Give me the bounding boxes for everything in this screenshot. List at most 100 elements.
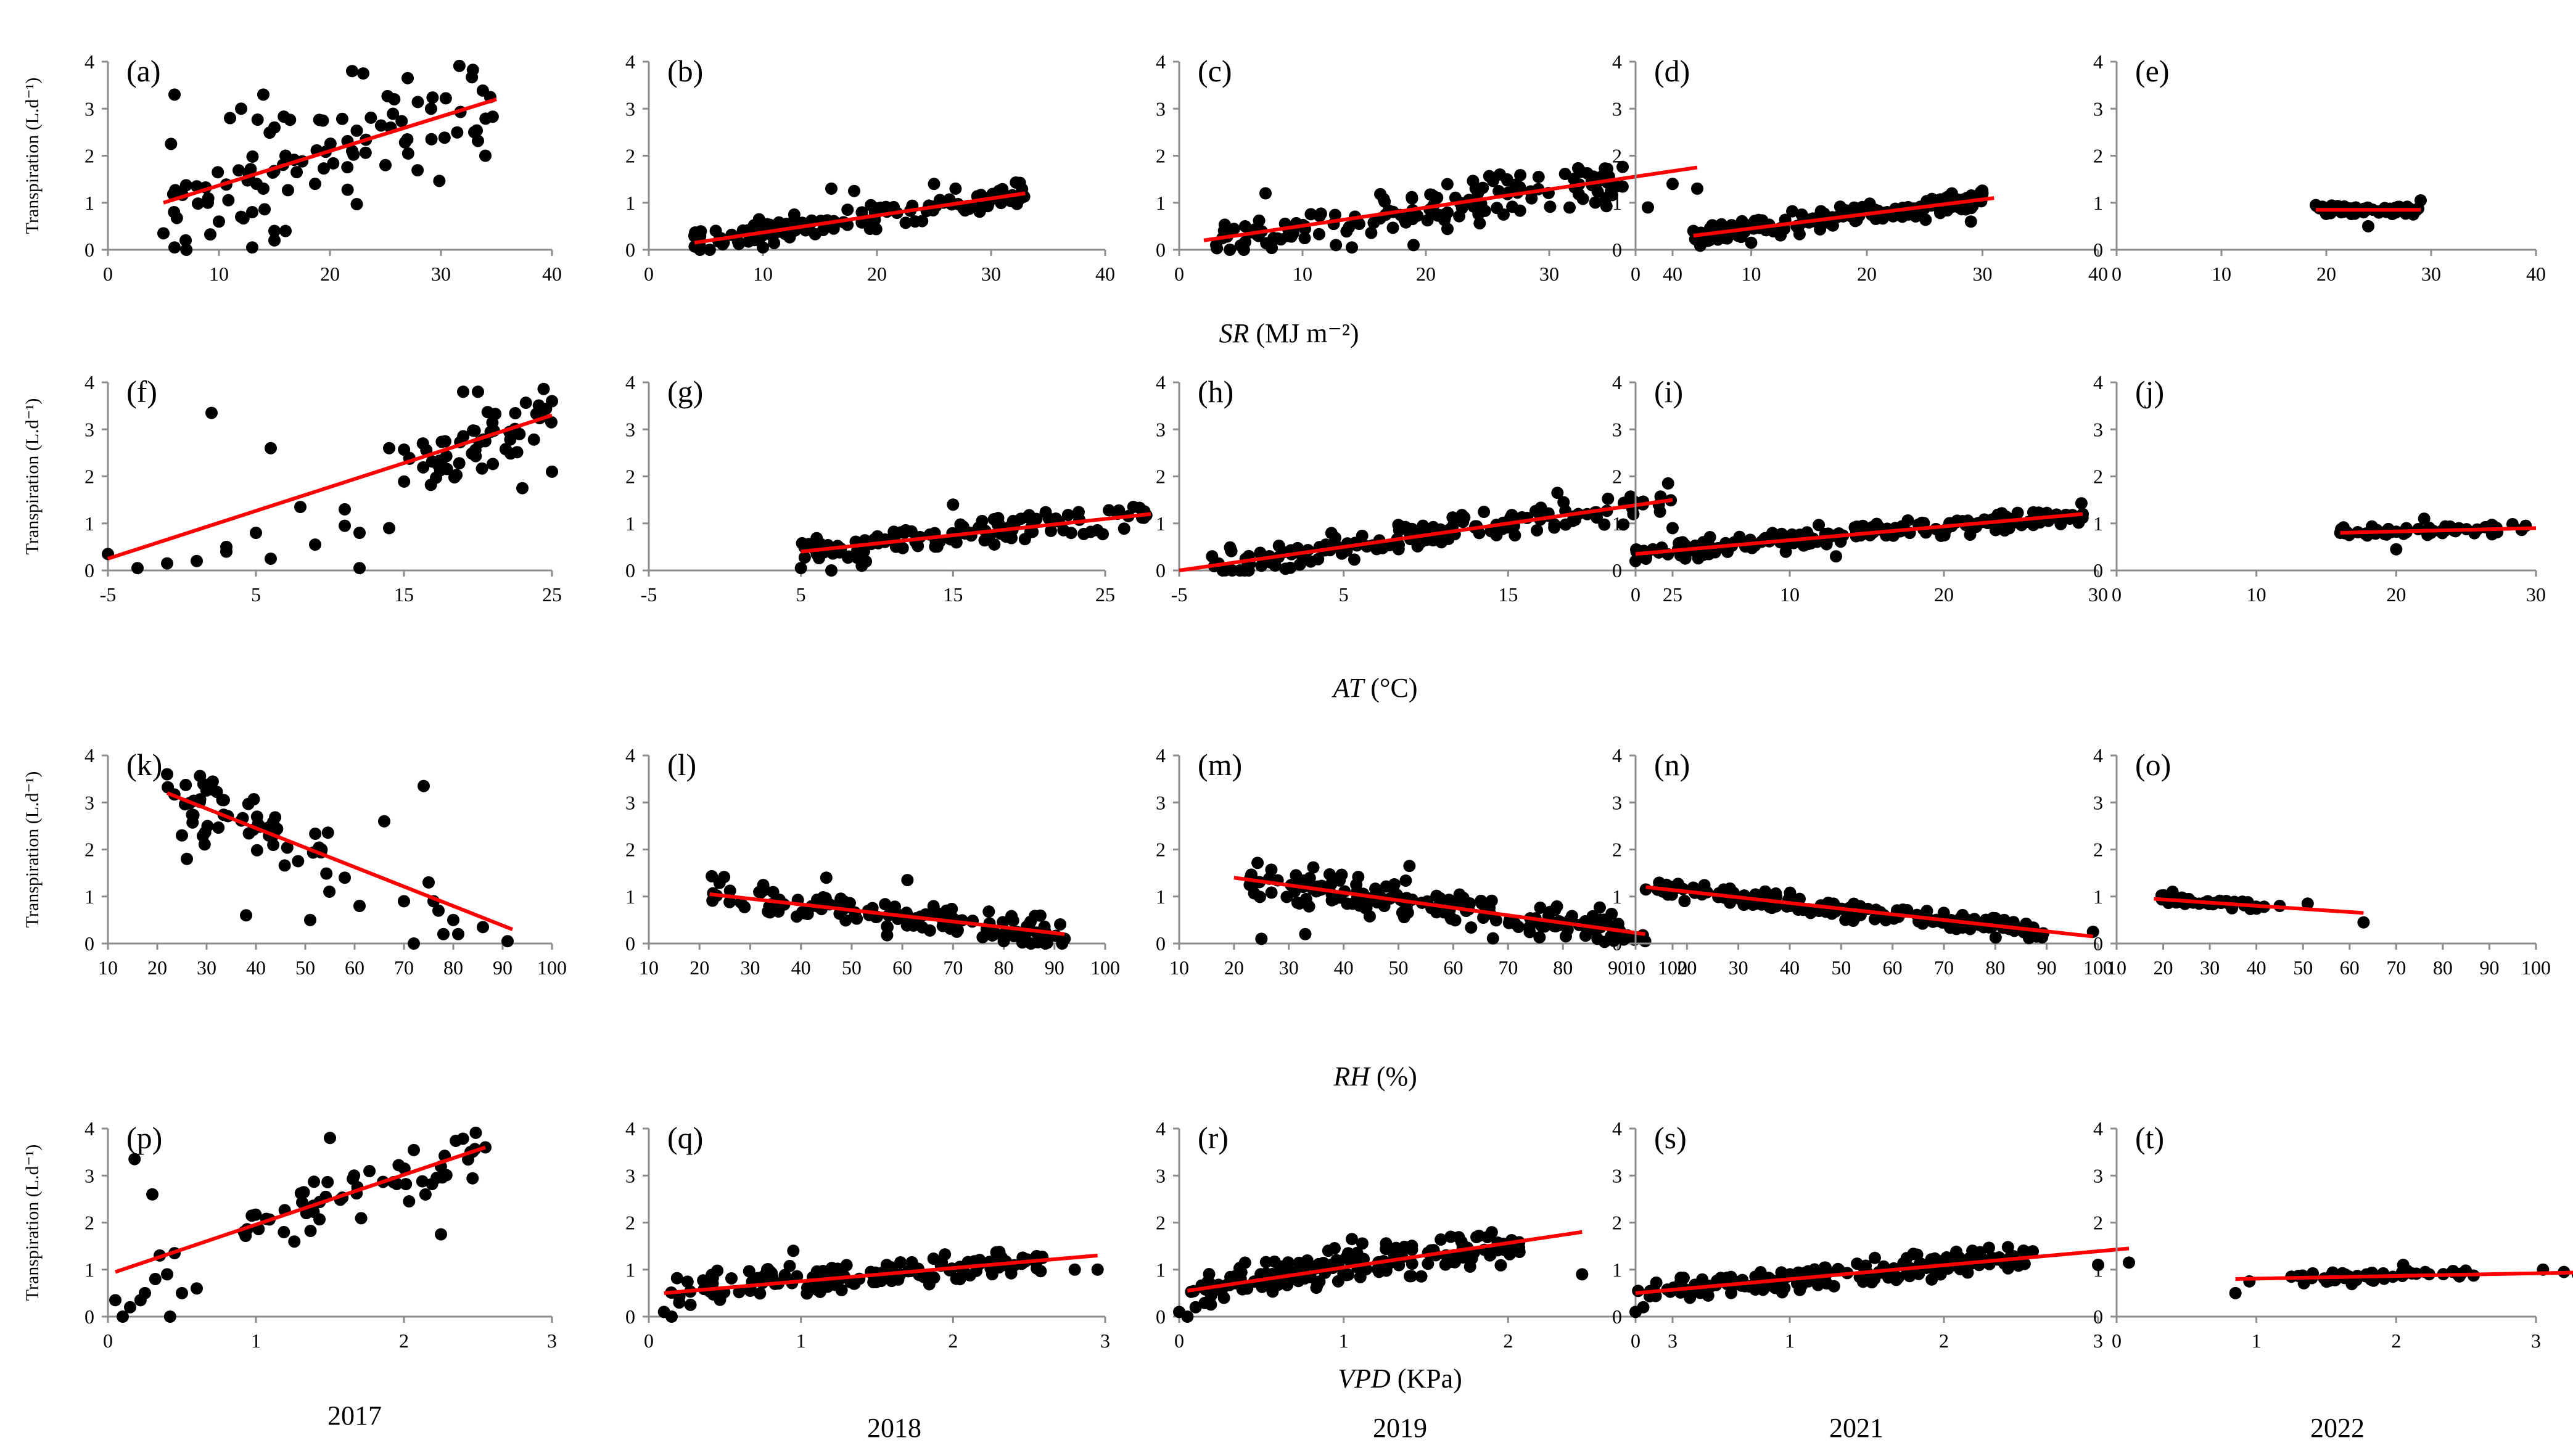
x-tick-label: 30	[1279, 956, 1299, 979]
panel-label: (a)	[126, 54, 161, 88]
data-point	[546, 465, 558, 478]
data-point	[308, 178, 321, 191]
y-tick-label: 2	[84, 466, 94, 488]
data-point	[435, 456, 448, 469]
data-point	[670, 1272, 683, 1285]
data-point	[912, 540, 924, 553]
y-tick-label: 0	[2093, 559, 2103, 582]
y-tick-label: 0	[625, 1306, 635, 1328]
data-point	[398, 895, 410, 908]
x-tick-label: 50	[295, 956, 315, 979]
y-tick-label: 2	[625, 839, 635, 861]
data-point	[1370, 543, 1383, 556]
data-point	[472, 385, 484, 398]
y-tick-label: 2	[1156, 466, 1166, 488]
data-point	[757, 241, 769, 254]
data-point	[450, 1134, 463, 1147]
data-point	[1721, 232, 1734, 245]
data-point	[2392, 201, 2405, 214]
data-point	[2072, 516, 2085, 529]
data-point	[424, 102, 437, 115]
data-point	[339, 503, 351, 516]
data-point	[501, 935, 514, 948]
data-point	[928, 178, 941, 191]
data-point	[1293, 1262, 1306, 1275]
data-point	[1455, 509, 1468, 522]
data-point	[179, 179, 192, 192]
x-axis-label-sr: SR (MJ m⁻²)	[1219, 318, 1359, 348]
data-point	[751, 1272, 764, 1285]
panel-label: (i)	[1654, 374, 1683, 409]
y-tick-label: 4	[84, 51, 94, 73]
data-point	[1056, 937, 1069, 950]
data-point	[963, 202, 976, 215]
x-tick-label: 30	[1729, 956, 1748, 979]
data-point	[323, 885, 336, 898]
data-point	[1952, 1251, 1965, 1264]
y-tick-label: 4	[2093, 371, 2103, 393]
data-point	[754, 1287, 767, 1300]
data-point	[940, 904, 953, 917]
data-point	[1004, 529, 1017, 541]
data-point	[1769, 887, 1782, 900]
y-tick-label: 3	[1156, 418, 1166, 440]
data-point	[1068, 1263, 1081, 1276]
data-point	[1814, 205, 1827, 218]
data-point	[1265, 863, 1278, 876]
data-point	[1242, 564, 1255, 577]
data-point	[908, 215, 921, 228]
data-point	[353, 900, 366, 912]
data-point	[1435, 1233, 1447, 1246]
y-tick-label: 0	[1156, 1306, 1166, 1328]
data-point	[336, 112, 348, 125]
y-tick-label: 2	[2093, 145, 2103, 167]
panel-label: (t)	[2135, 1121, 2164, 1155]
x-tick-label: 1	[1785, 1330, 1795, 1352]
data-point	[210, 786, 223, 799]
data-point	[176, 1286, 188, 1299]
data-point	[2018, 1257, 2031, 1270]
data-point	[317, 162, 330, 175]
data-point	[1255, 932, 1268, 945]
data-point	[1341, 1247, 1354, 1260]
data-point	[1118, 522, 1130, 535]
data-point	[1061, 509, 1074, 522]
data-point	[1253, 890, 1266, 903]
x-tick-label: 30	[2421, 263, 2441, 285]
data-point	[1907, 1248, 1920, 1261]
data-point	[180, 244, 193, 256]
x-tick-label: 80	[1985, 956, 2005, 979]
x-tick-label: 15	[1498, 583, 1518, 606]
x-tick-label: 70	[1498, 956, 1518, 979]
data-point	[1005, 1267, 1018, 1280]
data-point	[2032, 506, 2045, 519]
data-point	[469, 1126, 482, 1139]
data-point	[161, 557, 173, 570]
y-tick-label: 1	[1612, 192, 1622, 214]
data-point	[901, 874, 914, 887]
data-point	[1260, 237, 1273, 250]
y-tick-label: 3	[1156, 791, 1166, 813]
y-tick-label: 3	[625, 1164, 635, 1187]
y-tick-label: 4	[625, 744, 635, 767]
data-point	[304, 1225, 317, 1238]
x-tick-label: 30	[197, 956, 216, 979]
data-point	[825, 182, 838, 195]
data-point	[1486, 932, 1499, 945]
data-point	[353, 562, 366, 575]
y-tick-label: 1	[2093, 886, 2103, 908]
data-point	[1323, 868, 1336, 881]
data-point	[186, 808, 199, 821]
data-point	[246, 206, 258, 218]
year-label-2018: 2018	[867, 1413, 921, 1443]
data-point	[475, 462, 488, 475]
data-point	[1024, 915, 1037, 928]
data-point	[205, 406, 218, 419]
data-point	[1549, 903, 1562, 916]
data-point	[811, 893, 824, 906]
data-point	[341, 161, 354, 174]
data-point	[1912, 1267, 1925, 1280]
y-tick-label: 3	[1612, 97, 1622, 120]
data-point	[2296, 1269, 2309, 1282]
